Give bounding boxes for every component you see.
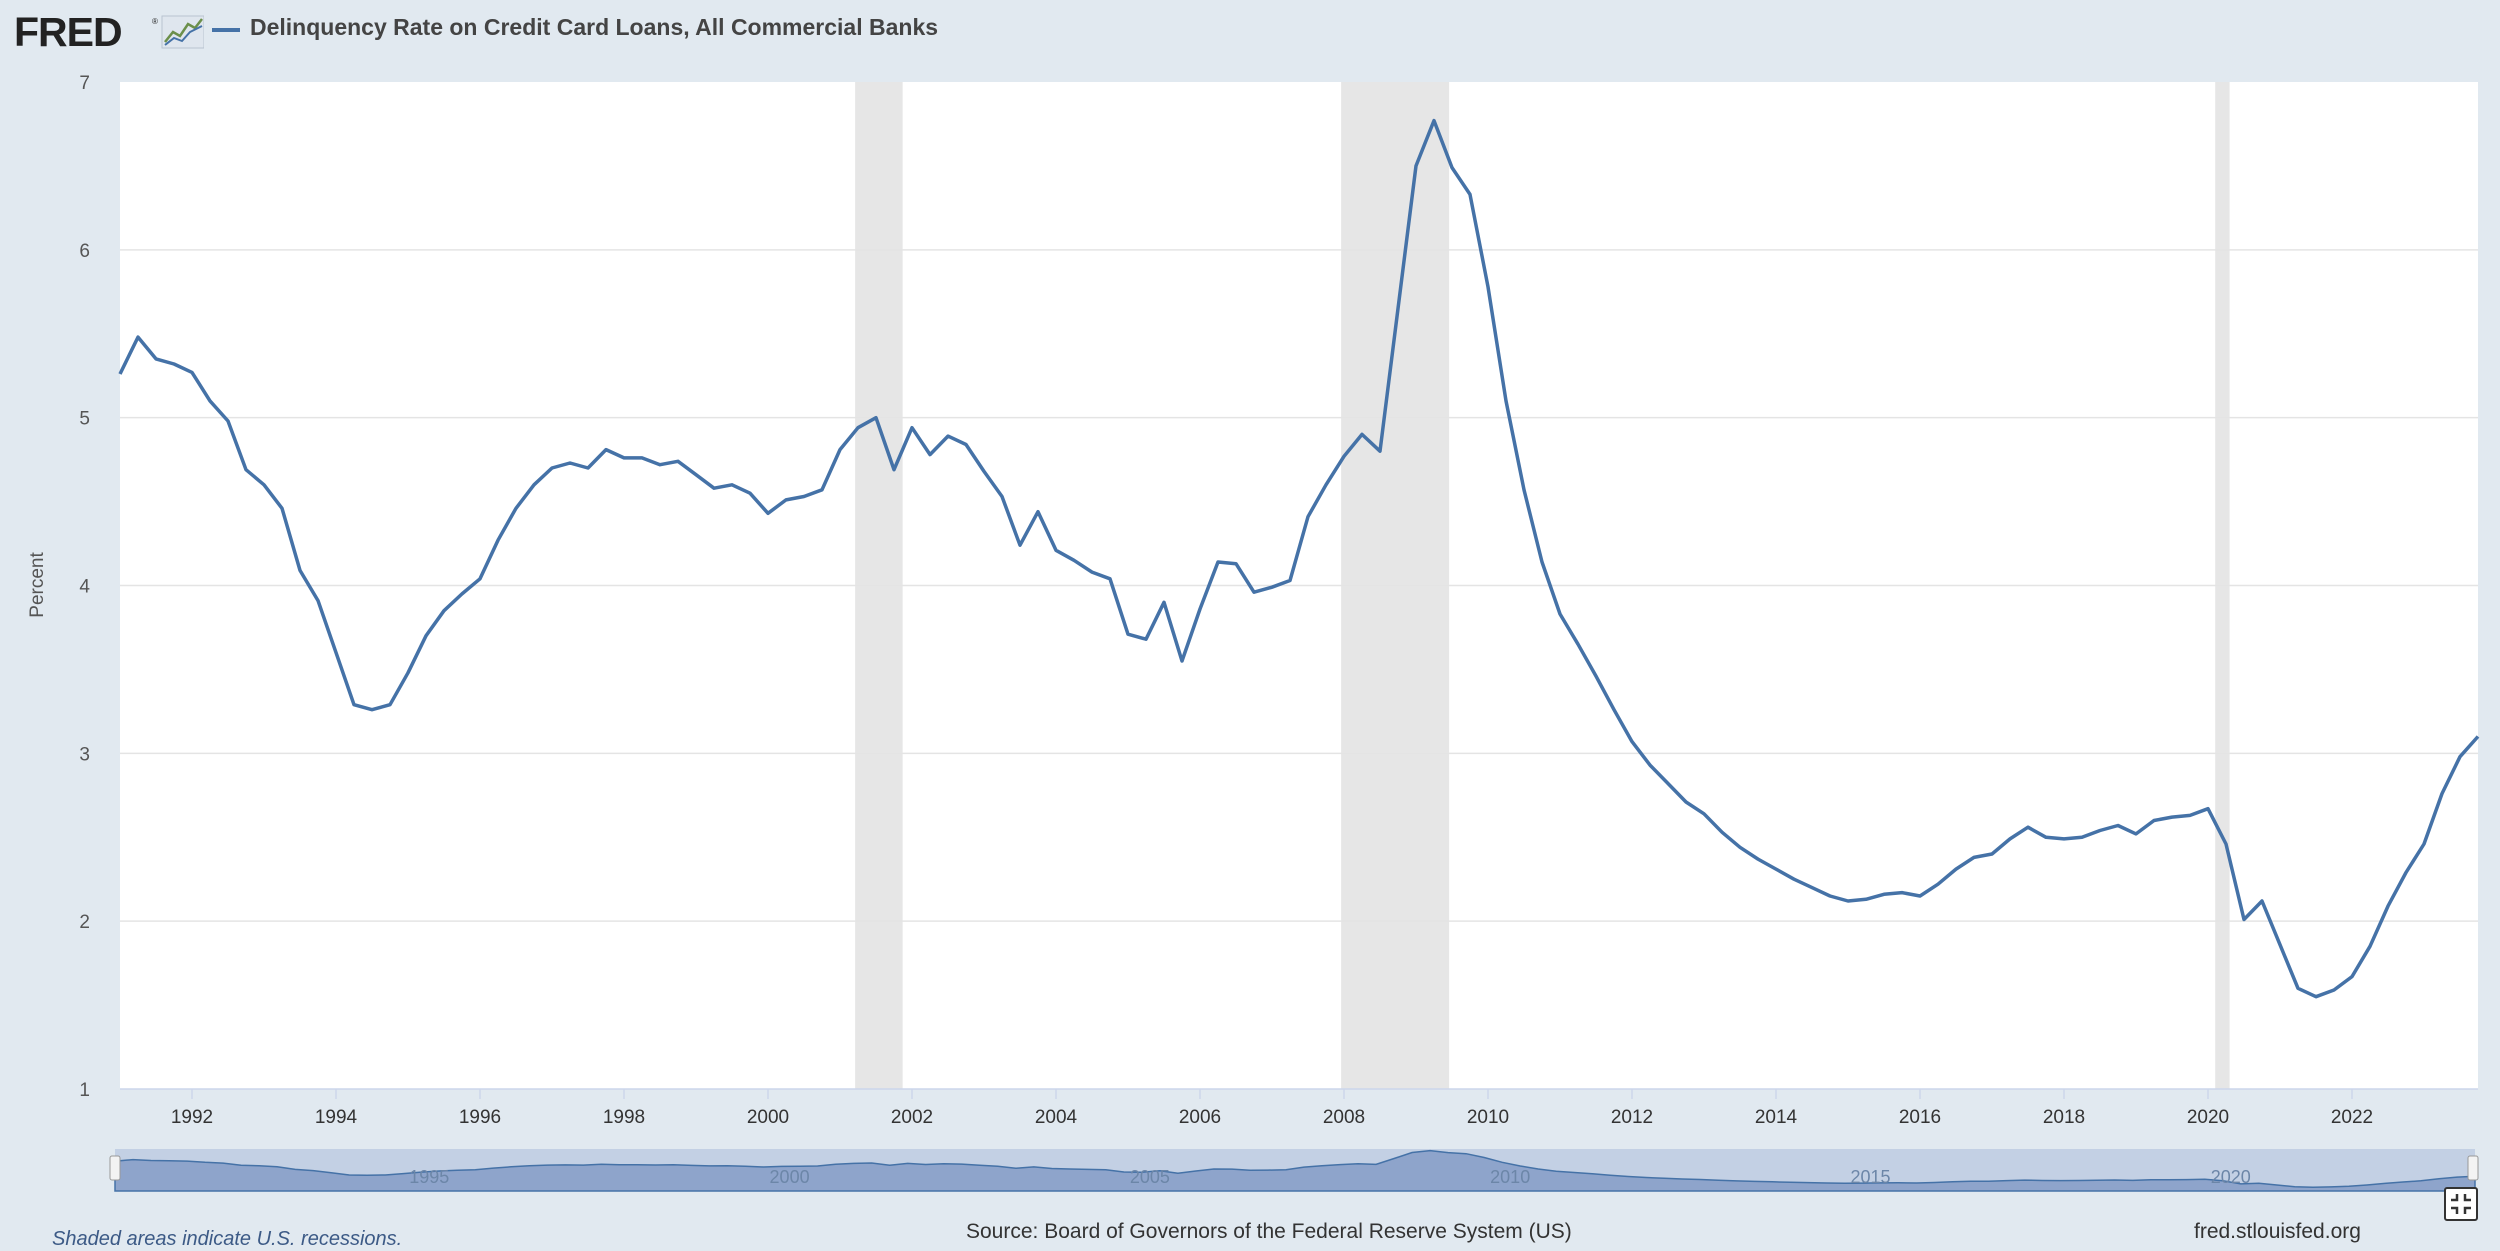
- x-tick-label-2010: 2010: [1467, 1107, 1509, 1128]
- y-tick-label-2: 2: [79, 912, 90, 933]
- fullscreen-button[interactable]: [2444, 1187, 2478, 1221]
- x-tick-label-2022: 2022: [2331, 1107, 2373, 1128]
- navigator-tick-1995: 1995: [409, 1167, 449, 1187]
- navigator[interactable]: 1995 2000 2005 2010 2015 2020: [109, 1149, 2479, 1192]
- y-axis-ticks: 1 2 3 4 5 6 7: [79, 73, 90, 1101]
- navigator-tick-2005: 2005: [1130, 1167, 1170, 1187]
- fred-logo-icon[interactable]: FRED ®: [14, 8, 204, 56]
- x-tick-label-2014: 2014: [1755, 1107, 1798, 1128]
- navigator-tick-2010: 2010: [1490, 1167, 1530, 1187]
- navigator-tick-2020: 2020: [2211, 1167, 2251, 1187]
- x-tick-label-2018: 2018: [2043, 1107, 2085, 1128]
- x-tick-label-2000: 2000: [747, 1107, 789, 1128]
- registered-mark-icon: ®: [152, 17, 158, 26]
- series-layer: [118, 118, 2480, 999]
- x-tick-label-2004: 2004: [1035, 1107, 1078, 1128]
- y-tick-label-4: 4: [79, 577, 90, 598]
- y-tick-label-6: 6: [79, 241, 90, 262]
- x-tick-label-1994: 1994: [315, 1107, 358, 1128]
- x-axis-ticks: 1992 1994 1996 1998 2000 2002 2004 2006 2008 2010…: [171, 1089, 2373, 1128]
- grid-lines: [120, 249, 2478, 1090]
- legend-swatch: [212, 28, 240, 32]
- navigator-series: [114, 1149, 2476, 1192]
- navigator-area: [114, 1149, 2476, 1192]
- fullscreen-icon: [2451, 1194, 2471, 1214]
- navigator-tick-2015: 2015: [1850, 1167, 1890, 1187]
- x-tick-label-1998: 1998: [603, 1107, 645, 1128]
- y-axis-label: Percent: [27, 552, 48, 618]
- x-tick-label-1996: 1996: [459, 1107, 501, 1128]
- y-tick-label-5: 5: [79, 409, 90, 430]
- navigator-tick-2000: 2000: [770, 1167, 810, 1187]
- navigator-ticks: 1995 2000 2005 2010 2015 2020: [409, 1167, 2251, 1187]
- x-tick-label-2012: 2012: [1611, 1107, 1653, 1128]
- chart-title: Delinquency Rate on Credit Card Loans, A…: [250, 14, 939, 40]
- x-tick-label-2008: 2008: [1323, 1107, 1365, 1128]
- series-line[interactable]: [118, 118, 2480, 999]
- y-tick-label-1: 1: [79, 1080, 90, 1101]
- x-tick-label-2016: 2016: [1899, 1107, 1941, 1128]
- chart-header: FRED ® Delinquency Rate on Credit Card L…: [0, 0, 2500, 70]
- y-tick-label-7: 7: [79, 73, 90, 94]
- x-tick-label-2020: 2020: [2187, 1107, 2229, 1128]
- navigator-right-handle[interactable]: [2467, 1155, 2479, 1181]
- fred-url-link[interactable]: fred.stlouisfed.org: [2194, 1220, 2361, 1243]
- source-text: Source: Board of Governors of the Federa…: [966, 1220, 1572, 1243]
- recession-note: Shaded areas indicate U.S. recessions.: [52, 1228, 403, 1250]
- navigator-left-handle[interactable]: [109, 1155, 121, 1181]
- x-tick-label-1992: 1992: [171, 1107, 213, 1128]
- x-tick-label-2006: 2006: [1179, 1107, 1221, 1128]
- x-tick-label-2002: 2002: [891, 1107, 933, 1128]
- line-chart-icon: [161, 15, 204, 49]
- y-tick-label-3: 3: [79, 744, 90, 765]
- fred-logo-text: FRED: [14, 9, 122, 55]
